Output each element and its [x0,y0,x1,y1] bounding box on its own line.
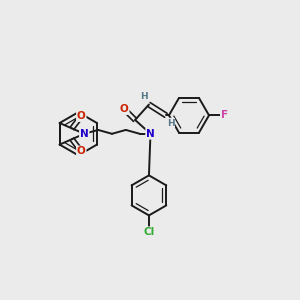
Text: H: H [140,92,148,101]
Text: N: N [146,129,155,139]
Text: Cl: Cl [143,227,155,237]
Text: N: N [80,129,88,139]
Text: O: O [120,104,129,114]
Text: H: H [167,118,174,127]
Text: O: O [77,146,85,156]
Text: F: F [221,110,228,120]
Text: O: O [77,111,85,121]
